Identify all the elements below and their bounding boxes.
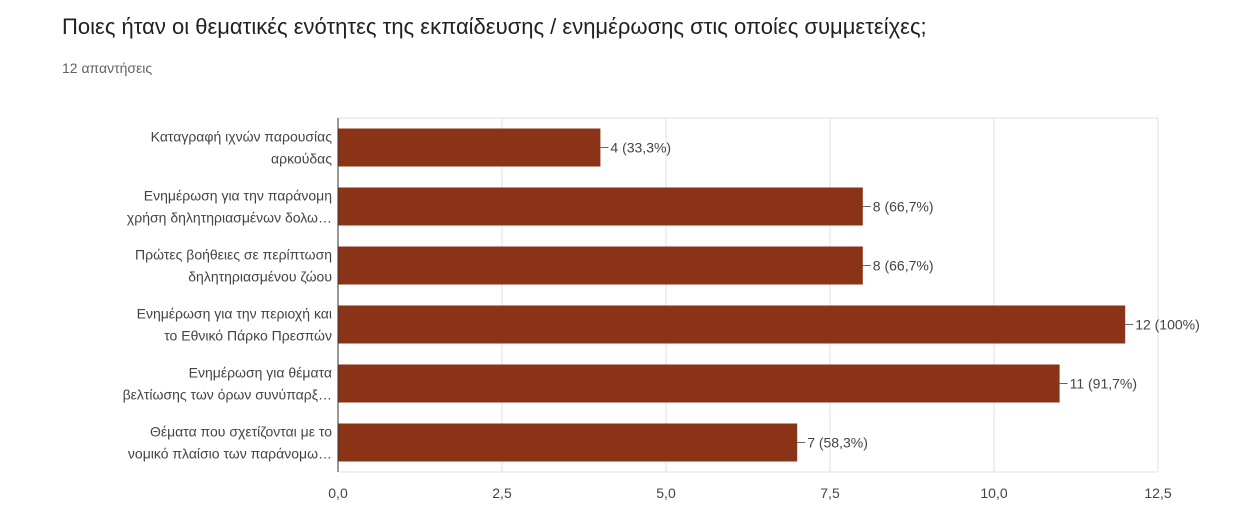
bar bbox=[338, 246, 863, 285]
category-label: χρήση δηλητηριασμένων δολω… bbox=[127, 210, 332, 226]
category-label: δηλητηριασμένου ζώου bbox=[188, 269, 332, 285]
bar bbox=[338, 128, 601, 167]
category-label: Ενημέρωση για την παράνομη bbox=[144, 188, 332, 204]
bar-value-label: 8 (66,7%) bbox=[873, 199, 934, 215]
category-label: Καταγραφή ιχνών παρουσίας bbox=[151, 129, 333, 145]
bar-value-label: 12 (100%) bbox=[1135, 317, 1200, 333]
category-label: βελτίωσης των όρων συνύπαρξ… bbox=[123, 387, 332, 403]
bar-value-label: 4 (33,3%) bbox=[610, 140, 671, 156]
response-count: 12 απαντήσεις bbox=[62, 60, 153, 76]
category-label: αρκούδας bbox=[271, 151, 332, 167]
category-label: νομικό πλαίσιο των παράνομω… bbox=[128, 446, 332, 462]
x-tick-label: 5,0 bbox=[656, 485, 676, 501]
bar bbox=[338, 364, 1060, 403]
x-tick-label: 0,0 bbox=[328, 485, 348, 501]
bar bbox=[338, 423, 798, 462]
chart-title: Ποιες ήταν οι θεματικές ενότητες της εκπ… bbox=[62, 14, 927, 39]
x-tick-label: 10,0 bbox=[980, 485, 1007, 501]
x-tick-label: 12,5 bbox=[1144, 485, 1171, 501]
bar bbox=[338, 187, 863, 226]
x-tick-label: 2,5 bbox=[492, 485, 512, 501]
category-label: Πρώτες βοήθειες σε περίπτωση bbox=[135, 247, 332, 263]
bar-value-label: 11 (91,7%) bbox=[1070, 376, 1137, 392]
bar bbox=[338, 305, 1126, 344]
category-label: Ενημέρωση για θέματα bbox=[189, 365, 332, 381]
category-label: Ενημέρωση για την περιοχή και bbox=[137, 306, 332, 322]
bar-value-label: 7 (58,3%) bbox=[807, 435, 868, 451]
category-label: το Εθνικό Πάρκο Πρεσπών bbox=[164, 328, 332, 344]
category-label: Θέματα που σχετίζονται με το bbox=[150, 424, 332, 440]
x-tick-label: 7,5 bbox=[820, 485, 840, 501]
bar-value-label: 8 (66,7%) bbox=[873, 258, 934, 274]
